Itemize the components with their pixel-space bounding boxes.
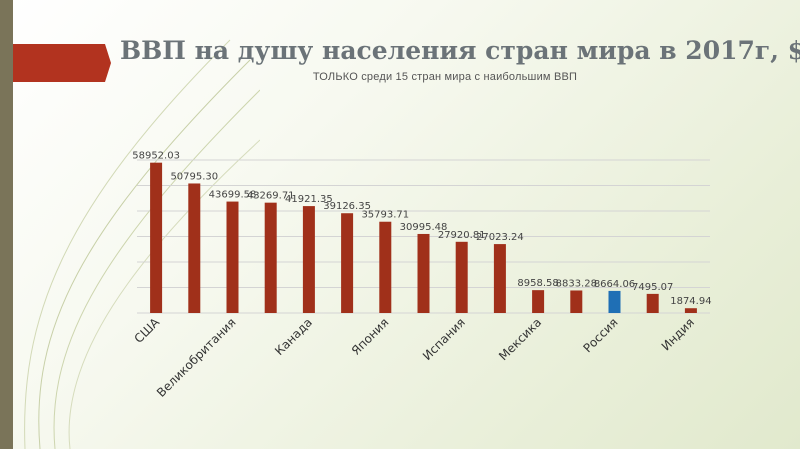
- data-label: 43699.58: [209, 190, 257, 201]
- category-label: Испания: [420, 315, 468, 363]
- bar: [226, 201, 239, 313]
- data-label: 39126.35: [323, 201, 371, 212]
- category-label: Канада: [272, 315, 315, 358]
- data-label: 1874.94: [670, 296, 711, 307]
- data-label: 30995.48: [400, 222, 448, 233]
- data-label: 58952.03: [132, 151, 180, 162]
- slide-title: ВВП на душу населения стран мира в 2017г…: [120, 36, 800, 65]
- category-label: Япония: [349, 315, 392, 358]
- category-label: Великобритания: [154, 315, 239, 400]
- bar: [264, 202, 277, 313]
- data-label: 7495.07: [632, 282, 673, 293]
- category-label: Россия: [580, 315, 620, 355]
- decorative-swirl: [24, 39, 260, 449]
- data-label: 27023.24: [476, 232, 524, 243]
- bar: [570, 290, 583, 313]
- bar: [150, 162, 163, 313]
- data-label: 8833.28: [556, 278, 597, 289]
- bar: [608, 290, 621, 313]
- data-label: 8664.06: [594, 279, 635, 290]
- bar: [302, 206, 315, 313]
- category-label: США: [132, 315, 163, 346]
- bar: [532, 290, 545, 313]
- data-label: 27920.81: [438, 230, 486, 241]
- data-label: 8958.58: [517, 278, 558, 289]
- left-accent-bar: [0, 0, 13, 449]
- bar: [493, 244, 506, 313]
- slide-subtitle: ТОЛЬКО среди 15 стран мира с наибольшим …: [312, 71, 578, 83]
- category-label: Мексика: [496, 315, 544, 363]
- data-label: 35793.71: [361, 210, 409, 221]
- bar: [379, 221, 392, 313]
- bar: [646, 293, 659, 313]
- title-accent-tab: [13, 44, 111, 82]
- bar: [341, 213, 354, 313]
- category-label: Индия: [659, 315, 697, 353]
- bar: [417, 233, 430, 313]
- data-label: 41921.35: [285, 194, 333, 205]
- data-label: 50795.30: [170, 171, 218, 182]
- bar: [684, 308, 697, 313]
- bar: [188, 183, 201, 313]
- bar: [455, 241, 468, 313]
- data-label: 43269.71: [247, 191, 295, 202]
